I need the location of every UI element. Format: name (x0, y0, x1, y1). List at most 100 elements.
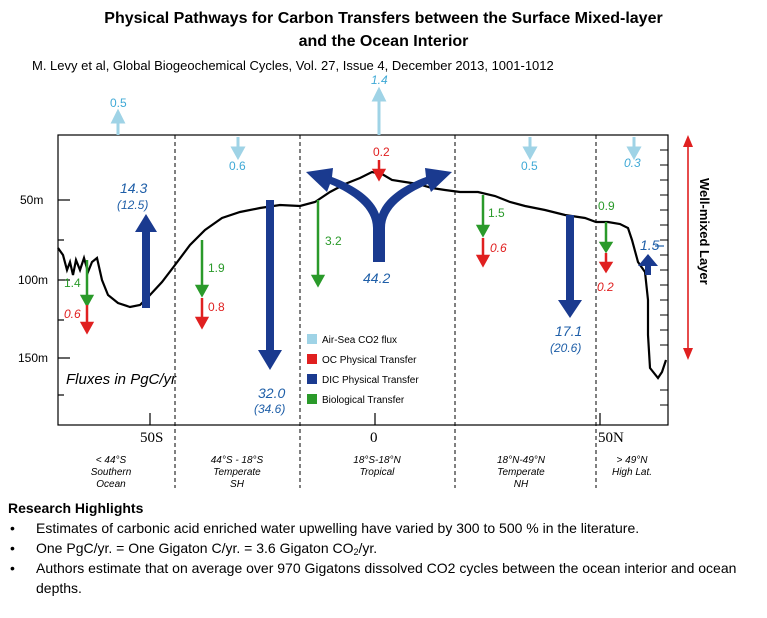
title-line-1: Physical Pathways for Carbon Transfers b… (104, 10, 663, 27)
dic-values: 14.3 (12.5) 32.0 (34.6) 44.2 17.1 (20.6)… (117, 180, 660, 416)
region-3-line1: 18°N-49°N (497, 455, 546, 466)
oc-value-so: 0.6 (64, 307, 81, 321)
research-highlights-heading: Research Highlights (8, 500, 144, 516)
depth-label-50m: 50m (20, 193, 43, 207)
region-2-line2: Tropical (360, 467, 396, 478)
lat-label-0: 0 (370, 430, 378, 446)
air-sea-values: 0.5 0.6 1.4 0.5 0.3 (110, 73, 641, 173)
air-sea-arrow-hl (626, 137, 642, 161)
oc-values: 0.6 0.8 0.2 0.6 0.2 (64, 145, 614, 321)
bio-value-nh: 1.5 (488, 206, 505, 220)
highlight-item: Authors estimate that on average over 97… (8, 558, 758, 598)
well-mixed-arrow-bottom (683, 348, 693, 360)
legend-swatch-oc (307, 354, 317, 364)
region-1-line1: 44°S - 18°S (211, 455, 264, 466)
dic-value-nh: 17.1 (555, 323, 582, 339)
region-labels: < 44°S Southern Ocean 44°S - 18°S Temper… (91, 455, 652, 490)
legend: Air-Sea CO2 flux OC Physical Transfer DI… (307, 334, 419, 406)
right-ticks (660, 149, 668, 406)
oc-arrow-so (79, 305, 95, 335)
dic-value-so: 14.3 (120, 180, 147, 196)
depth-label-150m: 150m (18, 351, 48, 365)
bio-value-hl: 0.9 (598, 199, 615, 213)
well-mixed-arrow-top (683, 135, 693, 147)
highlight-text-2a: One PgC/yr. = One Gigaton C/yr. = 3.6 Gi… (36, 540, 354, 556)
air-sea-arrow-nh (522, 137, 538, 161)
air-sea-flux-arrows (110, 86, 642, 161)
well-mixed-layer-label: Well-mixed Layer (697, 178, 712, 285)
legend-swatch-air-sea (307, 334, 317, 344)
region-4-line2: High Lat. (612, 467, 652, 478)
lat-label-50s: 50S (140, 430, 163, 446)
region-0-line3: Ocean (96, 479, 126, 490)
bio-arrow-nh (475, 195, 491, 238)
bio-value-so: 1.4 (64, 276, 81, 290)
oc-arrows (79, 160, 614, 335)
highlight-item: One PgC/yr. = One Gigaton C/yr. = 3.6 Gi… (8, 538, 758, 558)
dic-paren-sh: (34.6) (254, 402, 285, 416)
dic-arrow-hl (638, 254, 658, 275)
title-line-2: and the Ocean Interior (298, 33, 469, 50)
bio-arrow-sh (194, 240, 210, 298)
air-sea-arrow-sh (230, 137, 246, 161)
citation: M. Levy et al, Global Biogeochemical Cyc… (32, 58, 554, 73)
oc-value-hl: 0.2 (597, 280, 614, 294)
legend-label-bio: Biological Transfer (322, 395, 405, 406)
dic-value-hl: 1.5 (640, 237, 660, 253)
highlight-text-1: Estimates of carbonic acid enriched wate… (36, 520, 640, 536)
oc-arrow-hl (598, 253, 614, 274)
air-sea-value-hl: 0.3 (624, 156, 641, 170)
legend-label-dic: DIC Physical Transfer (322, 375, 419, 386)
oc-value-sh: 0.8 (208, 300, 225, 314)
oc-value-trop: 0.2 (373, 145, 390, 159)
air-sea-value-sh: 0.6 (229, 159, 246, 173)
highlight-item: Estimates of carbonic acid enriched wate… (8, 518, 758, 538)
depth-ticks (58, 199, 70, 396)
legend-label-air-sea: Air-Sea CO2 flux (322, 335, 397, 346)
highlight-subscript: 2 (353, 547, 359, 557)
highlight-text-2b: /yr. (358, 540, 378, 556)
region-1-line2: Temperate (213, 467, 261, 478)
dic-value-trop: 44.2 (363, 270, 390, 286)
region-0-line2: Southern (91, 467, 132, 478)
oc-arrow-sh (194, 298, 210, 330)
oc-value-nh: 0.6 (490, 241, 507, 255)
dic-arrow-trop (306, 168, 452, 262)
region-separators (174, 135, 597, 488)
highlights-list: Estimates of carbonic acid enriched wate… (8, 518, 758, 598)
region-2-line1: 18°S-18°N (353, 455, 401, 466)
lat-ticks (149, 413, 601, 425)
dic-arrow-nh (558, 215, 582, 318)
carbon-pathways-diagram: 50m 100m 150m 50S 0 50N < 44°S Southern … (18, 73, 712, 490)
units-label: Fluxes in PgC/yr (66, 371, 177, 388)
highlight-text-3: Authors estimate that on average over 97… (36, 560, 737, 596)
bio-value-sh: 1.9 (208, 261, 225, 275)
dic-paren-so: (12.5) (117, 198, 148, 212)
lat-label-50n: 50N (598, 430, 624, 446)
bio-arrow-trop (310, 200, 326, 288)
region-1-line3: SH (230, 479, 245, 490)
air-sea-value-so: 0.5 (110, 96, 127, 110)
bio-value-trop: 3.2 (325, 234, 342, 248)
bio-arrow-so (79, 260, 95, 308)
well-mixed-layer-indicator (683, 135, 693, 360)
air-sea-arrow-trop (371, 86, 387, 135)
depth-label-100m: 100m (18, 273, 48, 287)
legend-swatch-bio (307, 394, 317, 404)
oc-arrow-trop (371, 160, 387, 182)
mixed-layer-depth-curve (57, 170, 668, 380)
dic-arrow-sh (258, 200, 282, 370)
dic-paren-nh: (20.6) (550, 341, 581, 355)
oc-arrow-nh (475, 238, 491, 268)
dic-arrows (135, 168, 658, 370)
bio-arrow-hl (598, 222, 614, 254)
air-sea-value-trop: 1.4 (371, 73, 388, 87)
legend-label-oc: OC Physical Transfer (322, 355, 417, 366)
region-4-line1: > 49°N (617, 455, 649, 466)
biological-arrows (79, 195, 614, 308)
region-3-line3: NH (514, 479, 529, 490)
legend-swatch-dic (307, 374, 317, 384)
air-sea-arrow-so (110, 108, 126, 135)
bio-values: 1.4 1.9 3.2 1.5 0.9 (64, 199, 615, 290)
dic-arrow-so (135, 214, 157, 308)
